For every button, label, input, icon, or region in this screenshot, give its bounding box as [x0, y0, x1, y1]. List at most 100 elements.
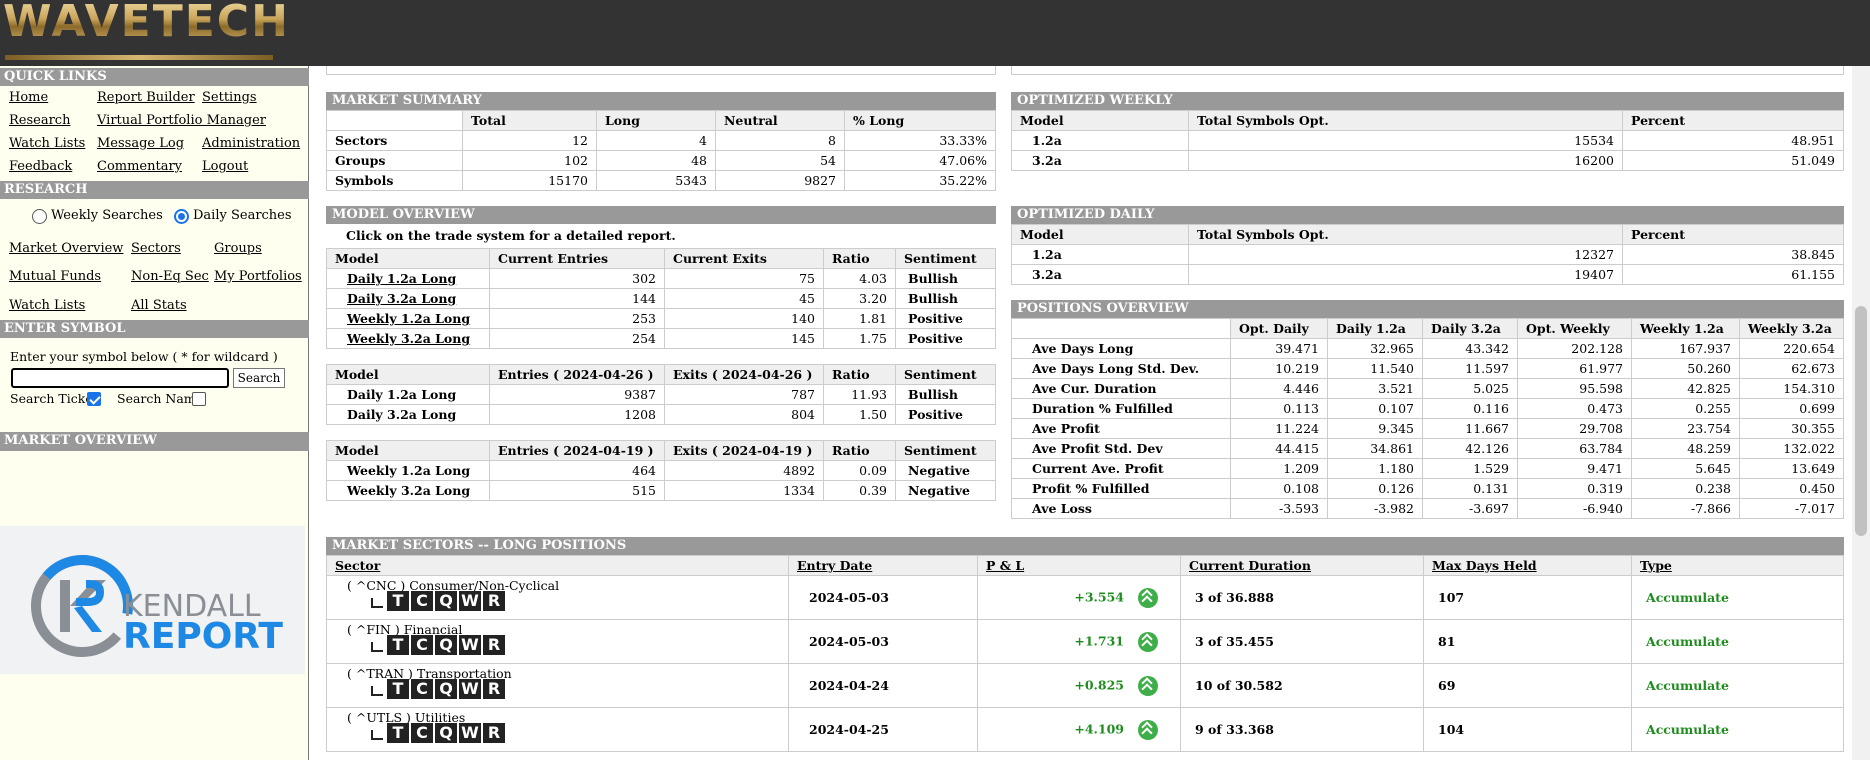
chart-badge-c[interactable]: C: [411, 679, 433, 699]
ms-total: 15170: [462, 170, 597, 191]
sort-entry-date-header[interactable]: Entry Date: [788, 555, 978, 576]
search-button[interactable]: Search: [233, 368, 285, 388]
up-arrow-icon: [1138, 719, 1158, 740]
trade-system-link[interactable]: Daily 1.2a Long: [326, 268, 490, 289]
link-administration[interactable]: Administration: [202, 136, 301, 151]
mo2-exits: 804: [664, 404, 824, 425]
sector-name[interactable]: ( ^CNC ) Consumer/Non-Cyclical: [347, 578, 560, 593]
po-header-blank: [1011, 318, 1231, 339]
mo-exits: 45: [664, 288, 824, 309]
table-row: Duration % Fulfilled 0.113 0.107 0.116 0.473…: [1011, 398, 1844, 419]
po-metric-label: Profit % Fulfilled: [1011, 478, 1231, 499]
symbol-input[interactable]: [11, 368, 229, 388]
table-row: 3.2a 16200 51.049: [1011, 150, 1844, 171]
link-all-stats[interactable]: All Stats: [131, 298, 187, 313]
link-mutual-funds[interactable]: Mutual Funds: [9, 269, 102, 284]
po-value: 30.355: [1739, 418, 1844, 439]
chart-badge-t[interactable]: T: [387, 679, 409, 699]
chart-badge-c[interactable]: C: [411, 723, 433, 743]
link-research[interactable]: Research: [9, 113, 71, 128]
mo-ratio: 4.03: [823, 268, 896, 289]
table-row: Ave Profit 11.224 9.345 11.667 29.708 23.754 3…: [1011, 418, 1844, 439]
model-overview-current-table: Model Current Entries Current Exits Rati…: [326, 248, 996, 349]
sort-max-days-header[interactable]: Max Days Held: [1423, 555, 1632, 576]
table-row: Daily 1.2a Long 9387 787 11.93 Bullish: [326, 384, 996, 405]
chart-badge-r[interactable]: R: [483, 635, 505, 655]
ow-percent: 48.951: [1622, 130, 1844, 151]
mo2-model: Daily 1.2a Long: [326, 384, 490, 405]
link-report-builder[interactable]: Report Builder: [97, 90, 195, 105]
link-logout[interactable]: Logout: [202, 159, 249, 174]
mo2-model: Daily 3.2a Long: [326, 404, 490, 425]
table-row: Profit % Fulfilled 0.108 0.126 0.131 0.319 0.…: [1011, 478, 1844, 499]
link-message-log[interactable]: Message Log: [97, 136, 185, 151]
link-watch-lists[interactable]: Watch Lists: [9, 136, 86, 151]
chart-badge-t[interactable]: T: [387, 635, 409, 655]
chart-badge-c[interactable]: C: [411, 635, 433, 655]
daily-searches-radio[interactable]: [174, 209, 189, 224]
link-sectors[interactable]: Sectors: [131, 241, 181, 256]
link-market-overview[interactable]: Market Overview: [9, 241, 124, 256]
sector-name[interactable]: ( ^FIN ) Financial: [347, 622, 463, 637]
chart-badge-c[interactable]: C: [411, 591, 433, 611]
link-research-watch-lists[interactable]: Watch Lists: [9, 298, 86, 313]
chart-badge-q[interactable]: Q: [435, 679, 457, 699]
po-value: 0.107: [1327, 398, 1423, 419]
sector-cell: ( ^UTLS ) Utilities T C Q W R: [326, 707, 789, 752]
pl-cell: +4.109: [977, 707, 1181, 752]
sector-name[interactable]: ( ^UTLS ) Utilities: [347, 710, 466, 725]
chart-badge-t[interactable]: T: [387, 723, 409, 743]
po-value: 0.113: [1230, 398, 1328, 419]
pl-cell: +3.554: [977, 575, 1181, 620]
pl-cell: +0.825: [977, 663, 1181, 708]
research-heading: RESEARCH: [0, 181, 309, 199]
logo-underline: [5, 55, 273, 60]
chart-badge-w[interactable]: W: [459, 679, 481, 699]
sector-name[interactable]: ( ^TRAN ) Transportation: [347, 666, 512, 681]
ow-header-total: Total Symbols Opt.: [1188, 110, 1623, 131]
link-settings[interactable]: Settings: [202, 90, 257, 105]
link-virtual-portfolio-manager[interactable]: Virtual Portfolio Manager: [97, 113, 266, 128]
sort-type-header[interactable]: Type: [1631, 555, 1844, 576]
ms-label: Sectors: [326, 130, 463, 151]
trade-system-link[interactable]: Weekly 1.2a Long: [326, 308, 490, 329]
chart-badge-q[interactable]: Q: [435, 635, 457, 655]
chart-badge-w[interactable]: W: [459, 723, 481, 743]
sort-sector-header[interactable]: Sector: [326, 555, 789, 576]
top-panel-remnant-left: [326, 66, 996, 75]
link-home[interactable]: Home: [9, 90, 49, 105]
trade-system-link[interactable]: Daily 3.2a Long: [326, 288, 490, 309]
mo3-sentiment: Negative: [895, 460, 996, 481]
link-my-portfolios[interactable]: My Portfolios: [214, 269, 302, 284]
wavetech-logo[interactable]: WAVETECH: [3, 0, 290, 47]
sort-pl-header[interactable]: P & L: [977, 555, 1181, 576]
positions-overview-table: Opt. Daily Daily 1.2a Daily 3.2a Opt. We…: [1011, 318, 1844, 519]
chart-badge-r[interactable]: R: [483, 723, 505, 743]
chart-badge-r[interactable]: R: [483, 591, 505, 611]
max-days-held: 69: [1423, 663, 1632, 708]
kendall-report-banner[interactable]: KENDALL REPORT: [0, 526, 305, 674]
chart-badge-w[interactable]: W: [459, 635, 481, 655]
search-ticker-checkbox[interactable]: [87, 392, 101, 406]
chart-badge-t[interactable]: T: [387, 591, 409, 611]
weekly-searches-radio[interactable]: [32, 209, 47, 224]
chart-badge-q[interactable]: Q: [435, 591, 457, 611]
enter-symbol-heading: ENTER SYMBOL: [0, 320, 309, 338]
po-value: -3.697: [1422, 498, 1518, 519]
chart-badge-q[interactable]: Q: [435, 723, 457, 743]
link-groups[interactable]: Groups: [214, 241, 262, 256]
vertical-scrollbar[interactable]: [1852, 66, 1870, 760]
mo-sentiment: Bullish: [895, 288, 996, 309]
po-value: 0.255: [1631, 398, 1740, 419]
trade-system-link[interactable]: Weekly 3.2a Long: [326, 328, 490, 349]
chart-badge-w[interactable]: W: [459, 591, 481, 611]
link-feedback[interactable]: Feedback: [9, 159, 73, 174]
sort-current-duration-header[interactable]: Current Duration: [1180, 555, 1424, 576]
link-commentary[interactable]: Commentary: [97, 159, 183, 174]
po-value: 32.965: [1327, 338, 1423, 359]
search-name-checkbox[interactable]: [192, 392, 206, 406]
chart-badge-r[interactable]: R: [483, 679, 505, 699]
link-non-eq-sec[interactable]: Non-Eq Sec: [131, 269, 209, 284]
scrollbar-thumb[interactable]: [1855, 306, 1867, 536]
